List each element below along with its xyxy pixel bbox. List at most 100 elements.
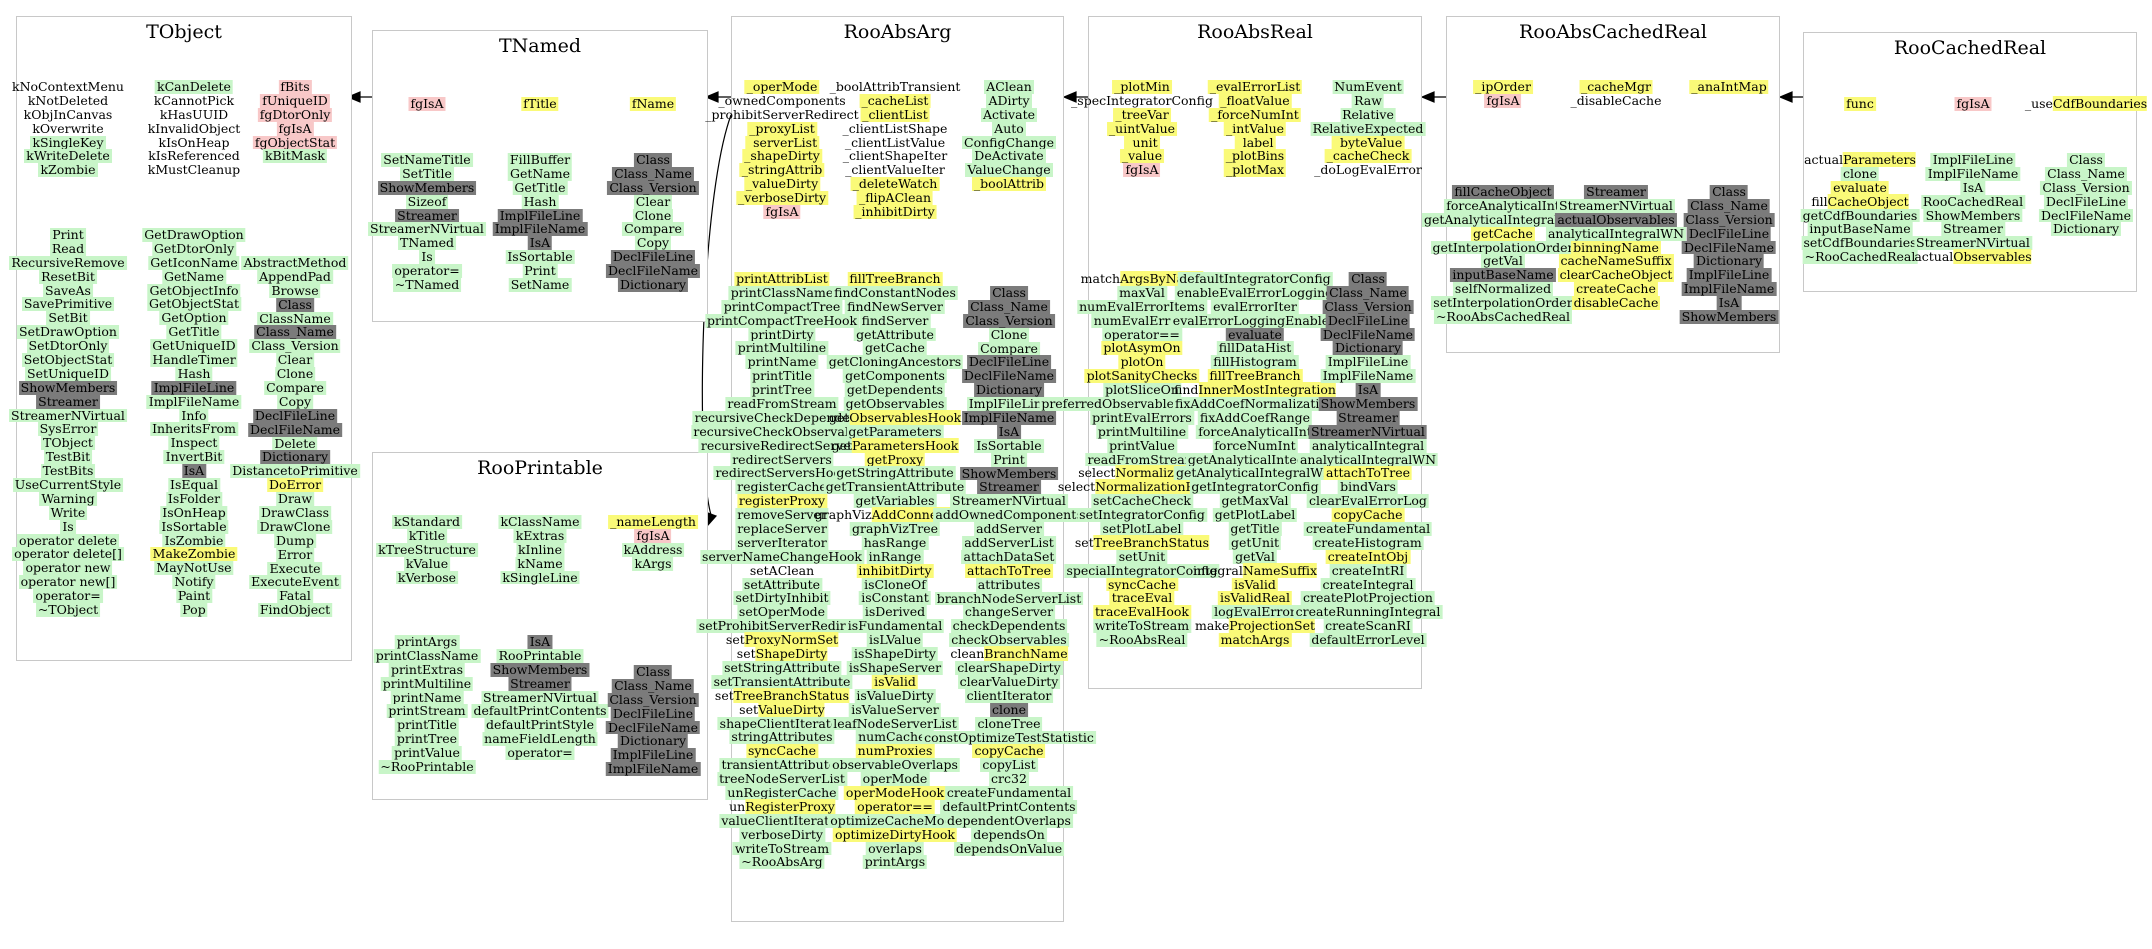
class-member: _inhibitDirty [853,204,937,220]
class-member: DrawClone [257,518,333,534]
class-member: MakeZombie [150,546,238,562]
class-member: kValue [403,555,451,571]
tobject-member-column: fBits fUniqueID fgDtorOnly fgIsA fgObjectSta… [252,80,338,164]
class-member: DrawClass [259,505,331,521]
class-member: GetDrawOption [142,227,246,242]
class-member: DeclFileName [605,263,701,279]
class-member: fgIsA [634,527,672,543]
class-member: RecursiveRemove [9,254,127,270]
class-member: fgIsA [1484,92,1522,108]
tobject-member-column: AbstractMethod AppendPad Browse Class ClassN… [230,256,360,618]
class-member: cacheNameSuffix [1558,253,1674,269]
class-member: RooCachedReal [1920,193,2026,209]
class-member: getAnalyticalIntegral [1185,451,1325,467]
class-member: registerProxy [736,493,828,509]
class-member: getAttribute [854,326,936,342]
class-member: fillDataHist [1216,340,1294,356]
class-member: kHasUUID [159,106,229,122]
class-member: writeToStream [732,840,832,856]
class-member: Class [1710,184,1748,199]
class-member: printStream [386,703,468,719]
class-member: kIsOnHeap [158,134,230,150]
class-member: operator= [33,588,103,604]
class-member: printArgs [862,854,928,870]
class-member: _anaIntMap [1689,79,1769,94]
class-member: setAttribute [741,576,823,592]
class-member: fillTreeBranch [847,271,943,286]
class-member: getCache [1471,225,1535,241]
class-member: fgIsA [1954,96,1992,111]
class-member: kWriteDelete [24,148,112,164]
class-member: _clientList [860,106,930,122]
class-member: operMode [860,771,930,787]
class-member: ShowMembers [377,179,477,195]
class-member: _specIntegratorConfig [1071,92,1213,108]
class-member: InvertBit [163,449,225,465]
class-member: traceEval [1109,590,1175,606]
class-member: Notify [172,574,216,590]
class-member: optimizeCacheMode [828,812,962,828]
class-member: GetIconName [148,254,240,270]
class-member: printClassName [728,284,836,300]
class-member: _operMode [744,79,820,94]
class-member: Class_Version [607,691,699,707]
class-member: getObservablesHook [828,409,962,425]
class-member: inRange [866,548,924,564]
class-member: Inspect [168,435,220,451]
class-title: TNamed [498,35,582,57]
class-member: ImplFileName [146,393,242,409]
class-member: ImplFileName [492,221,588,237]
class-member: fgObjectStat [252,134,338,150]
class-member: isDerived [862,604,928,620]
class-member: specialIntegratorConfig [1064,562,1220,578]
class-member: DeclFileName [1320,326,1416,342]
class-member: Compare [264,380,326,396]
class-member: DoError [266,477,324,493]
class-member: Class_Version [607,179,699,195]
class-member: DeclFileLine [966,354,1052,370]
class-member: IsSortable [505,249,575,265]
class-member: ShowMembers [959,465,1059,481]
class-member: evalErrorLoggingEnabled [1170,312,1340,328]
class-member: setProhibitServerRedirect [696,618,868,634]
class-member: numProxies [855,743,935,759]
class-member: fUniqueID [260,92,330,108]
class-member: getVal [1481,253,1525,269]
class-member: ADirty [986,92,1032,108]
class-member: inputBaseName [1450,267,1556,283]
class-member: kObjInCanvas [23,106,113,122]
class-member: dependsOn [971,826,1047,842]
class-member: Copy [276,393,314,409]
class-member: fillTreeBranch [1207,368,1303,384]
class-member: Class_Version [2040,179,2132,195]
class-member: _clientShapeIter [842,148,948,164]
class-member: Class_Version [963,312,1055,328]
class-member: printDirty [748,326,816,342]
class-member: evaluate [1226,326,1284,342]
class-member: kStandard [391,514,463,529]
class-title: RooCachedReal [1893,37,2047,59]
class-member: createCache [1574,281,1658,297]
class-member: traceEvalHook [1092,604,1191,620]
class-member: createIntegral [1320,576,1416,592]
class-member: Auto [992,120,1026,136]
class-member: ShowMembers [1923,207,2023,223]
class-member: Class_Name [1688,197,1770,213]
class-member: printMultiline [735,340,829,356]
class-member: setIntegratorConfig [1077,507,1207,523]
class-member: GetObjectInfo [147,282,241,298]
class-member: Class [2067,152,2105,167]
class-member: getParameters [846,423,944,439]
class-member: DeclFileLine [1325,312,1411,328]
class-member: plotSanityChecks [1084,368,1200,384]
class-member: GetOption [159,310,229,326]
class-member: Class_Name [2045,165,2127,181]
class-member: findServer [859,312,931,328]
class-member: disableCache [1571,295,1661,311]
class-member: readFromStream [1085,451,1199,467]
class-member: isShapeDirty [852,646,938,662]
class-member: printMultiline [1095,423,1189,439]
tobject-member-column: Print Read RecursiveRemove ResetBit SaveAs Sa… [9,228,127,617]
class-member: createRunningIntegral [1293,604,1443,620]
rooprintable-member-column: Class Class_Name Class_Version DeclFileLine… [605,665,701,777]
